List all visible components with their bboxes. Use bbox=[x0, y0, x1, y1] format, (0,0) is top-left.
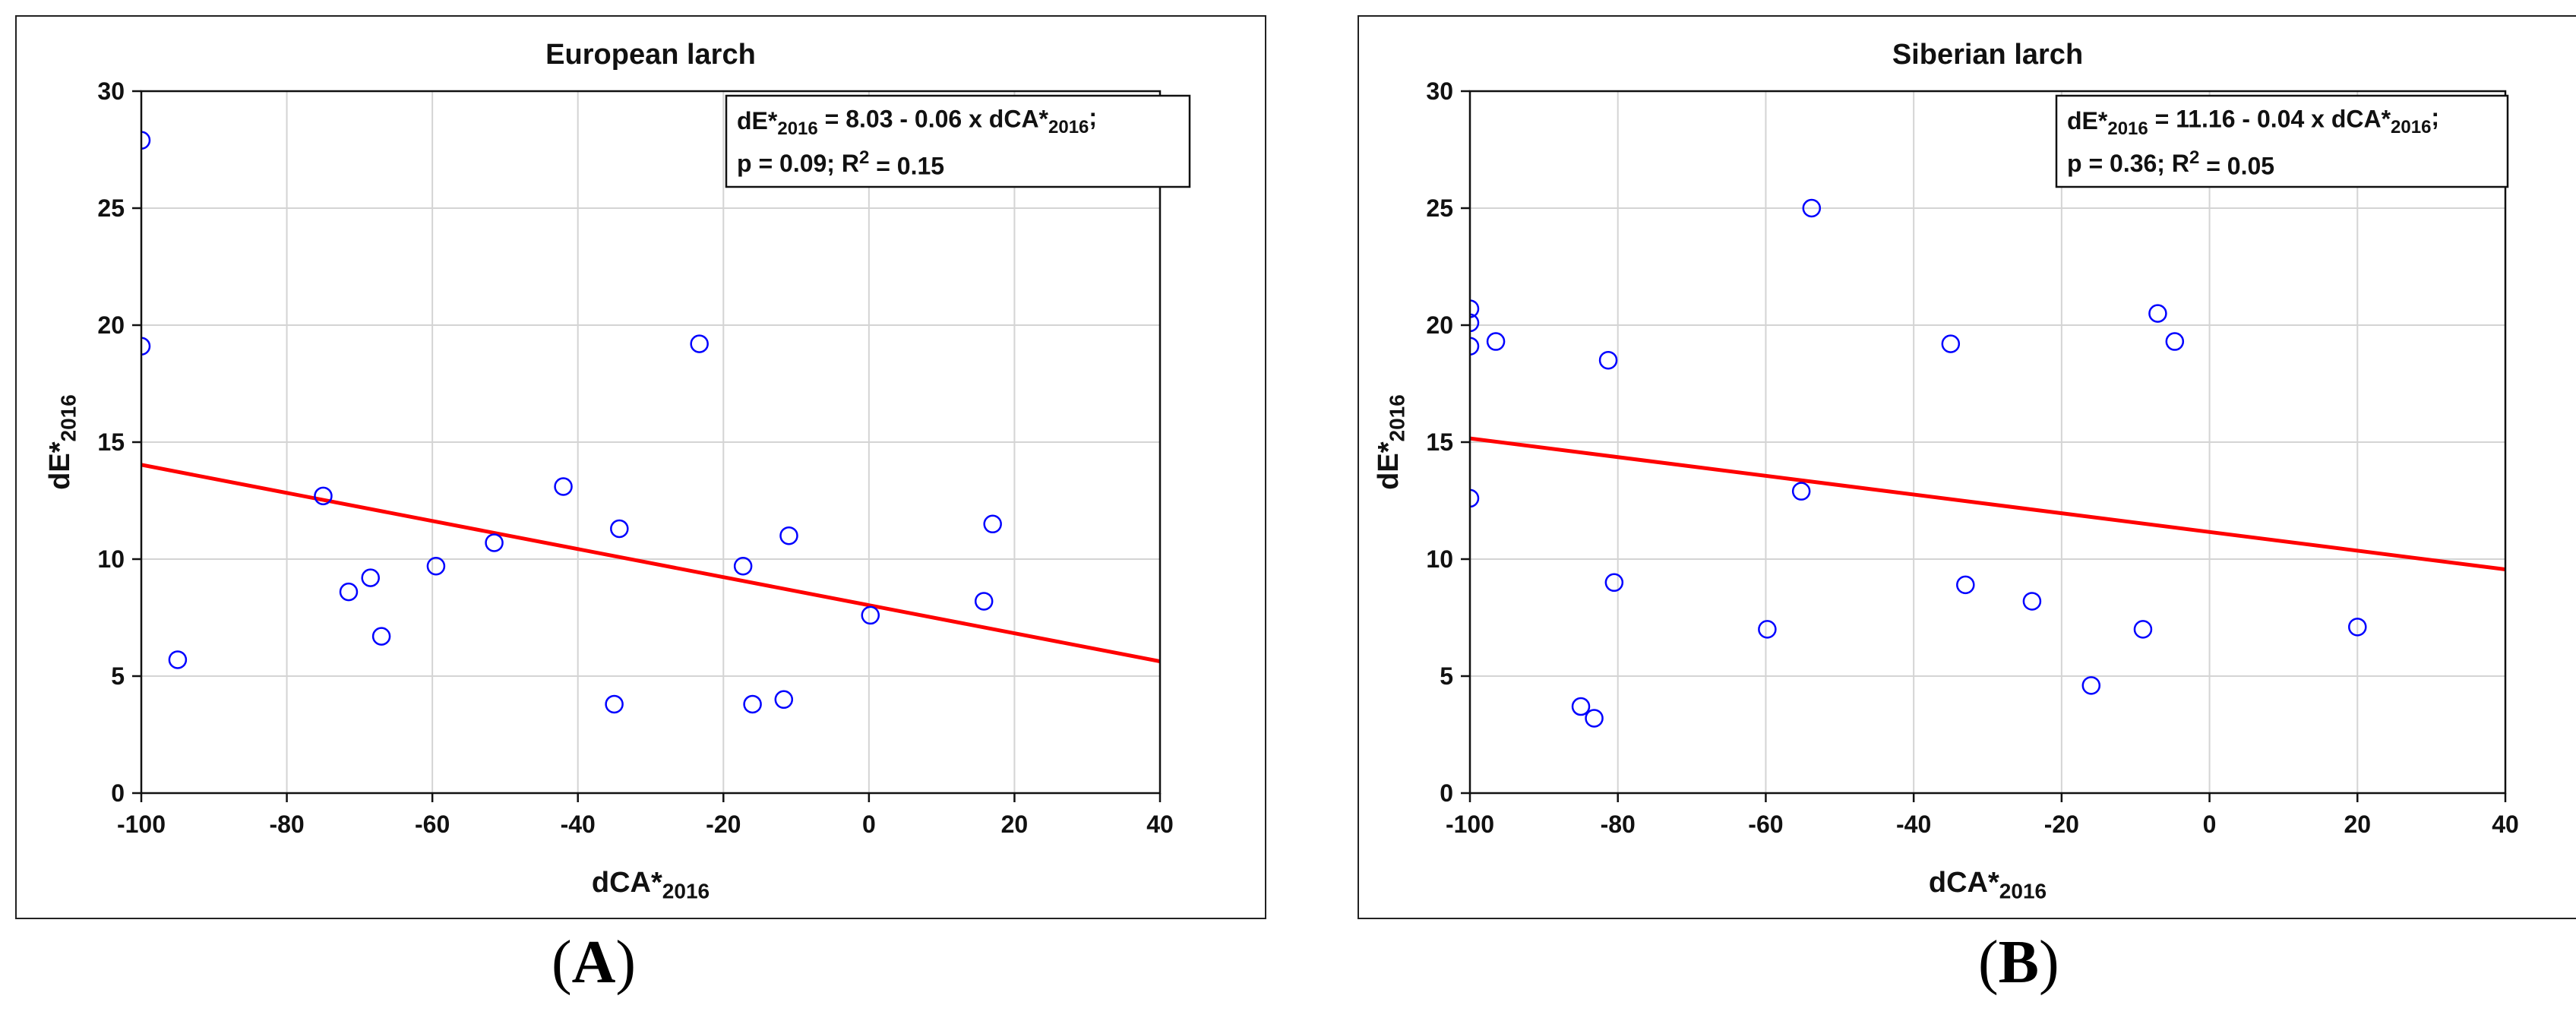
data-point bbox=[1585, 709, 1604, 728]
y-tick-label: 5 bbox=[111, 662, 125, 690]
data-point bbox=[485, 533, 504, 552]
x-axis-label: dCA*2016​ bbox=[592, 867, 710, 902]
data-point bbox=[1758, 620, 1777, 639]
chart-panel-a: -100 -80 -60 -40 -20 0 20 40 0 5 10 15 20 25 30 Europea… bbox=[15, 15, 1266, 919]
equation-box bbox=[725, 94, 1191, 188]
x-tick-label: -80 bbox=[1601, 811, 1636, 838]
data-point bbox=[314, 486, 333, 506]
data-point bbox=[983, 514, 1002, 534]
data-point bbox=[1571, 697, 1591, 716]
data-point bbox=[861, 605, 880, 625]
data-point bbox=[1470, 313, 1480, 333]
data-point bbox=[554, 477, 573, 496]
chart-panel-b: -100 -80 -60 -40 -20 0 20 40 0 5 10 15 20 25 30 Siberia… bbox=[1358, 15, 2576, 919]
y-axis-label: dE*2016​ bbox=[44, 394, 80, 490]
panel-letter-a: A bbox=[571, 929, 616, 996]
data-point bbox=[2165, 332, 2185, 351]
x-tick-label: -100 bbox=[117, 811, 166, 838]
scatter-chart-siberian-larch: -100 -80 -60 -40 -20 0 20 40 0 5 10 15 20 25 30 Siberia… bbox=[1373, 39, 2519, 902]
y-tick-label: 10 bbox=[1426, 545, 1453, 573]
data-point bbox=[1802, 198, 1822, 218]
y-tick-label: 0 bbox=[1440, 779, 1453, 807]
data-point bbox=[1791, 482, 1811, 501]
data-point bbox=[339, 582, 359, 602]
x-tick-label: -40 bbox=[1896, 811, 1931, 838]
equation-text: dE*2016​ = 8.03 - 0.06 x dCA*2016​; bbox=[737, 103, 1097, 139]
data-point bbox=[371, 627, 391, 646]
x-tick-label: 0 bbox=[862, 811, 876, 838]
x-tick-label: -20 bbox=[706, 811, 741, 838]
data-point bbox=[610, 519, 629, 539]
data-point bbox=[733, 556, 753, 576]
data-point bbox=[1470, 299, 1480, 318]
chart-title: Siberian larch bbox=[1892, 39, 2083, 71]
x-tick-label: 20 bbox=[2344, 811, 2371, 838]
data-point bbox=[2348, 618, 2367, 637]
y-tick-label: 5 bbox=[1440, 662, 1453, 690]
data-point bbox=[426, 556, 446, 576]
x-tick-label: -100 bbox=[1446, 811, 1494, 838]
y-tick-label: 30 bbox=[1426, 77, 1453, 105]
data-point bbox=[1486, 332, 1506, 351]
data-point bbox=[141, 337, 151, 356]
data-point bbox=[1604, 573, 1624, 593]
y-tick-label: 0 bbox=[111, 779, 125, 807]
y-tick-label: 20 bbox=[1426, 311, 1453, 339]
x-tick-label: 0 bbox=[2203, 811, 2217, 838]
panel-label-a: (A) bbox=[552, 929, 637, 996]
panel-label-b: (B) bbox=[1978, 929, 2059, 996]
data-point bbox=[1470, 488, 1480, 508]
data-point bbox=[1941, 334, 1961, 353]
data-point bbox=[2081, 676, 2101, 695]
data-point bbox=[2133, 620, 2153, 639]
regression-line bbox=[1470, 436, 2505, 572]
data-point bbox=[2148, 304, 2167, 323]
chart-title: European larch bbox=[545, 39, 756, 71]
panel-letter-b: B bbox=[1998, 929, 2039, 996]
data-point bbox=[1956, 575, 1975, 595]
data-point bbox=[605, 694, 624, 714]
statistics-text: p = 0.09; R2​ = 0.15 bbox=[737, 147, 944, 179]
y-tick-label: 10 bbox=[97, 545, 125, 573]
x-tick-label: -60 bbox=[1748, 811, 1783, 838]
data-point bbox=[690, 334, 709, 353]
equation-text: dE*2016​ = 11.16 - 0.04 x dCA*2016​; bbox=[2067, 103, 2439, 139]
y-axis-label: dE*2016​ bbox=[1373, 394, 1408, 490]
y-tick-label: 25 bbox=[1426, 194, 1453, 222]
y-tick-label: 15 bbox=[97, 428, 125, 456]
data-point bbox=[2022, 592, 2042, 611]
x-tick-label: -40 bbox=[561, 811, 596, 838]
x-tick-label: 40 bbox=[2492, 811, 2519, 838]
data-point bbox=[168, 650, 188, 669]
y-tick-label: 20 bbox=[97, 311, 125, 339]
equation-box bbox=[2055, 94, 2509, 188]
x-axis-label: dCA*2016​ bbox=[1929, 867, 2047, 902]
scatter-chart-european-larch: -100 -80 -60 -40 -20 0 20 40 0 5 10 15 20 25 30 Europea… bbox=[44, 39, 1191, 902]
regression-line bbox=[141, 463, 1160, 664]
x-tick-label: -80 bbox=[269, 811, 304, 838]
data-point bbox=[361, 568, 380, 587]
x-tick-label: 40 bbox=[1146, 811, 1174, 838]
data-point bbox=[774, 690, 794, 710]
data-point bbox=[974, 592, 994, 611]
statistics-text: p = 0.36; R2​ = 0.05 bbox=[2067, 147, 2274, 179]
data-point bbox=[743, 694, 762, 714]
y-tick-label: 30 bbox=[97, 77, 125, 105]
data-point bbox=[141, 131, 151, 150]
data-point bbox=[1598, 350, 1618, 370]
x-tick-label: 20 bbox=[1001, 811, 1029, 838]
data-point bbox=[779, 526, 798, 545]
y-tick-label: 25 bbox=[97, 194, 125, 222]
data-point bbox=[1470, 337, 1480, 356]
x-tick-label: -60 bbox=[415, 811, 450, 838]
x-tick-label: -20 bbox=[2044, 811, 2079, 838]
y-tick-label: 15 bbox=[1426, 428, 1453, 456]
